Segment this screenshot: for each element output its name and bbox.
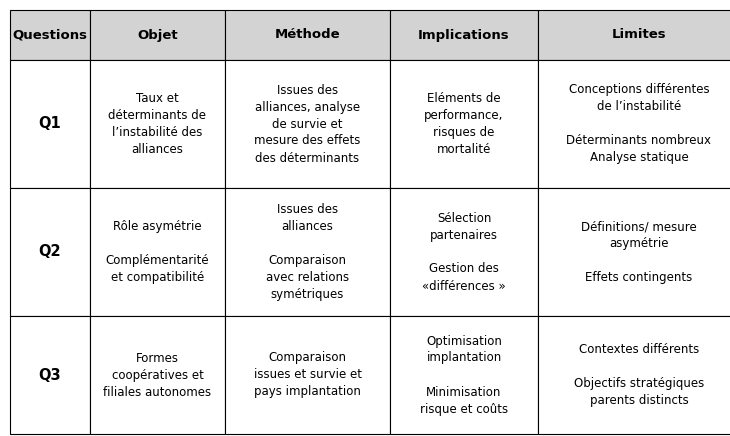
Text: Formes
coopératives et
filiales autonomes: Formes coopératives et filiales autonome… — [104, 351, 212, 399]
Bar — [90, 316, 225, 434]
Bar — [538, 10, 730, 60]
Bar — [90, 188, 225, 316]
Text: Implications: Implications — [418, 28, 510, 41]
Bar — [225, 316, 390, 434]
Bar — [10, 188, 90, 316]
Text: Définitions/ mesure
asymétrie

Effets contingents: Définitions/ mesure asymétrie Effets con… — [581, 220, 697, 284]
Text: Rôle asymétrie

Complémentarité
et compatibilité: Rôle asymétrie Complémentarité et compat… — [106, 220, 210, 284]
Text: Q1: Q1 — [39, 116, 61, 132]
Text: Objet: Objet — [137, 28, 178, 41]
Bar — [90, 10, 225, 60]
Text: Issues des
alliances, analyse
de survie et
mesure des effets
des déterminants: Issues des alliances, analyse de survie … — [254, 84, 361, 164]
Text: Limites: Limites — [612, 28, 666, 41]
Bar — [225, 188, 390, 316]
Bar — [390, 316, 538, 434]
Text: Q3: Q3 — [39, 368, 61, 382]
Bar — [10, 316, 90, 434]
Bar — [10, 60, 90, 188]
Text: Conceptions différentes
de l’instabilité

Déterminants nombreux
Analyse statique: Conceptions différentes de l’instabilité… — [566, 84, 712, 164]
Text: Méthode: Méthode — [274, 28, 340, 41]
Bar — [90, 60, 225, 188]
Text: Q2: Q2 — [39, 245, 61, 259]
Text: Sélection
partenaires

Gestion des
«différences »: Sélection partenaires Gestion des «diffé… — [422, 211, 506, 293]
Text: Taux et
déterminants de
l’instabilité des
alliances: Taux et déterminants de l’instabilité de… — [109, 92, 207, 156]
Bar — [225, 60, 390, 188]
Bar — [538, 188, 730, 316]
Text: Contextes différents

Objectifs stratégiques
parents distincts: Contextes différents Objectifs stratégiq… — [574, 343, 704, 407]
Bar — [538, 316, 730, 434]
Text: Issues des
alliances

Comparaison
avec relations
symétriques: Issues des alliances Comparaison avec re… — [266, 203, 349, 301]
Bar — [10, 10, 90, 60]
Bar — [390, 60, 538, 188]
Text: Optimisation
implantation

Minimisation
risque et coûts: Optimisation implantation Minimisation r… — [420, 334, 508, 416]
Bar — [225, 10, 390, 60]
Bar — [390, 188, 538, 316]
Text: Eléments de
performance,
risques de
mortalité: Eléments de performance, risques de mort… — [424, 92, 504, 156]
Text: Questions: Questions — [12, 28, 88, 41]
Text: Comparaison
issues et survie et
pays implantation: Comparaison issues et survie et pays imp… — [253, 351, 361, 399]
Bar — [390, 10, 538, 60]
Bar — [538, 60, 730, 188]
